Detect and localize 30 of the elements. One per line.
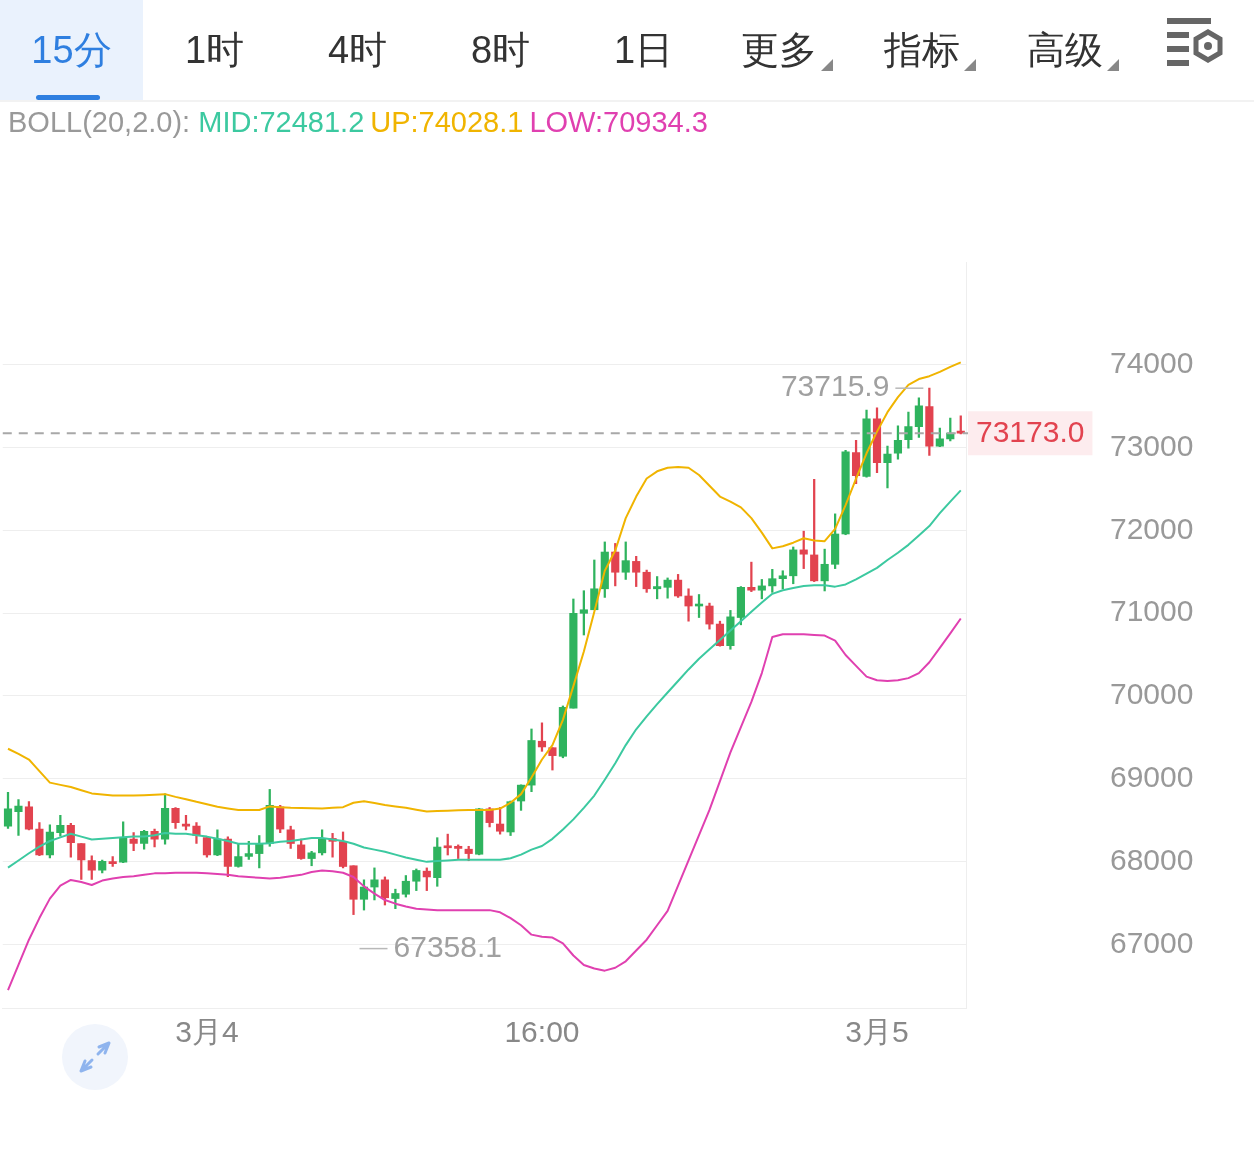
ref-line-label: 73173.0 [976,415,1085,449]
text: 1日 [613,27,674,73]
y-tick-label: 70000 [1110,677,1194,711]
text: LOW:70934.3 [529,106,708,138]
annotation: 73715.9 [780,369,890,403]
y-tick-label: 68000 [1110,842,1194,876]
y-tick-label: 67000 [1110,925,1194,959]
text: 8时 [470,27,531,73]
text: MID:72481.2 [198,106,365,138]
text: 15分 [31,27,112,73]
candlestick [370,867,379,901]
x-tick-label: 16:00 [504,1015,580,1049]
y-tick-label: 69000 [1110,759,1194,793]
y-tick-label: 74000 [1110,345,1194,379]
text: 1时 [184,27,245,73]
text: 指标 [883,27,960,73]
y-tick-label: 71000 [1110,594,1194,628]
candlestick [14,799,23,836]
candlestick [684,588,693,622]
text: 更多 [740,27,817,73]
x-tick-label: 3月5 [845,1015,909,1049]
y-tick-label: 73000 [1110,428,1194,462]
candlestick [883,445,892,489]
text: 高级 [1026,27,1103,73]
text: UP:74028.1 [370,106,524,138]
y-tick-label: 72000 [1110,511,1194,545]
text: 4时 [327,27,388,73]
chart-title: BOLL(20,2.0): [8,106,192,138]
annotation: 67358.1 [393,929,502,963]
x-tick-label: 3月4 [175,1015,239,1049]
